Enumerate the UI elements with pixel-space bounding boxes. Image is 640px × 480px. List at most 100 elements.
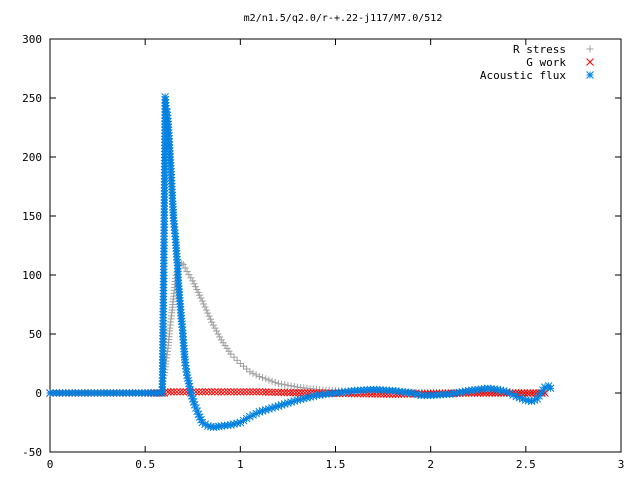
- series-r-stress: [46, 259, 549, 397]
- data-point: [277, 388, 286, 397]
- data-point: [179, 387, 188, 396]
- data-point: [290, 383, 298, 391]
- legend-marker: [586, 58, 594, 66]
- data-point: [198, 387, 207, 396]
- data-point: [286, 388, 294, 397]
- data-point: [230, 353, 238, 361]
- data-point: [283, 388, 292, 397]
- data-point: [262, 375, 270, 383]
- data-point: [259, 374, 267, 382]
- y-tick-label: 50: [29, 328, 42, 341]
- data-point: [261, 388, 270, 396]
- x-tick-label: 0: [47, 458, 54, 471]
- data-point: [211, 387, 219, 396]
- y-tick-label: 0: [35, 387, 42, 400]
- x-tick-label: 3: [618, 458, 625, 471]
- data-point: [204, 309, 212, 317]
- data-point: [295, 388, 303, 397]
- legend-marker: [586, 45, 594, 53]
- x-tick-label: 2: [427, 458, 434, 471]
- data-point: [226, 387, 235, 396]
- data-point: [211, 324, 219, 332]
- data-point: [246, 368, 254, 376]
- data-point: [546, 384, 555, 393]
- legend-marker: [586, 71, 594, 79]
- data-point: [274, 380, 282, 388]
- data-point: [239, 416, 248, 425]
- data-point: [220, 387, 229, 396]
- data-point: [233, 387, 242, 396]
- data-point: [271, 378, 279, 386]
- legend-label: R stress: [513, 43, 566, 56]
- data-point: [169, 387, 178, 396]
- data-point: [196, 291, 204, 299]
- data-point: [197, 294, 205, 302]
- y-tick-label: 250: [22, 92, 42, 105]
- data-point: [529, 389, 538, 397]
- data-point: [167, 387, 175, 396]
- plot-area: [46, 92, 555, 432]
- data-point: [208, 318, 216, 326]
- data-point: [200, 300, 208, 308]
- y-tick-label: 300: [22, 33, 42, 46]
- data-point: [526, 389, 535, 397]
- data-point: [523, 389, 532, 397]
- axes-group: -50 0 50 100 150 200 250 300 0 0.5 1 1.5 2 2.5 3: [22, 33, 624, 471]
- data-point: [245, 387, 254, 396]
- data-point: [198, 297, 206, 305]
- data-point: [292, 388, 300, 397]
- x-tick-label: 0.5: [135, 458, 155, 471]
- data-point: [207, 387, 216, 396]
- data-point: [274, 388, 283, 397]
- data-point: [271, 388, 280, 397]
- x-tick-label: 2.5: [516, 458, 536, 471]
- data-point: [202, 306, 210, 314]
- data-point: [181, 264, 189, 272]
- data-point: [258, 388, 267, 396]
- data-point: [280, 388, 289, 397]
- data-point: [173, 387, 181, 396]
- data-point: [236, 387, 245, 396]
- data-point: [287, 382, 295, 390]
- legend-label: Acoustic flux: [480, 69, 566, 82]
- x-tick-label: 1: [237, 458, 244, 471]
- data-point: [227, 350, 235, 358]
- data-point: [191, 283, 199, 291]
- data-point: [281, 381, 289, 389]
- data-point: [185, 271, 193, 279]
- y-tick-label: 100: [22, 269, 42, 282]
- data-point: [205, 312, 213, 320]
- data-point: [201, 303, 209, 311]
- data-point: [176, 387, 184, 396]
- data-point: [214, 387, 222, 396]
- data-point: [255, 387, 264, 396]
- data-point: [252, 371, 260, 379]
- data-point: [217, 387, 226, 396]
- data-point: [183, 267, 191, 275]
- legend-label: G work: [526, 56, 566, 69]
- data-point: [206, 315, 214, 323]
- data-point: [213, 327, 221, 335]
- data-point: [223, 387, 232, 396]
- data-point: [190, 280, 198, 288]
- series-acoustic-flux: [46, 92, 555, 432]
- data-point: [214, 330, 222, 338]
- y-tick-label: 150: [22, 210, 42, 223]
- data-point: [284, 381, 292, 389]
- data-point: [201, 387, 210, 396]
- data-point: [252, 387, 261, 396]
- x-tick-label: 1.5: [326, 458, 346, 471]
- data-point: [233, 356, 241, 364]
- y-tick-label: 200: [22, 151, 42, 164]
- chart-title: m2/n1.5/q2.0/r-+.22-j117/M7.0/512: [244, 13, 443, 24]
- data-point: [189, 277, 197, 285]
- data-point: [242, 387, 251, 396]
- data-point: [255, 372, 263, 380]
- data-point: [249, 369, 257, 377]
- data-point: [268, 377, 276, 385]
- data-point: [187, 274, 195, 282]
- data-point: [209, 321, 217, 329]
- data-point: [278, 380, 286, 388]
